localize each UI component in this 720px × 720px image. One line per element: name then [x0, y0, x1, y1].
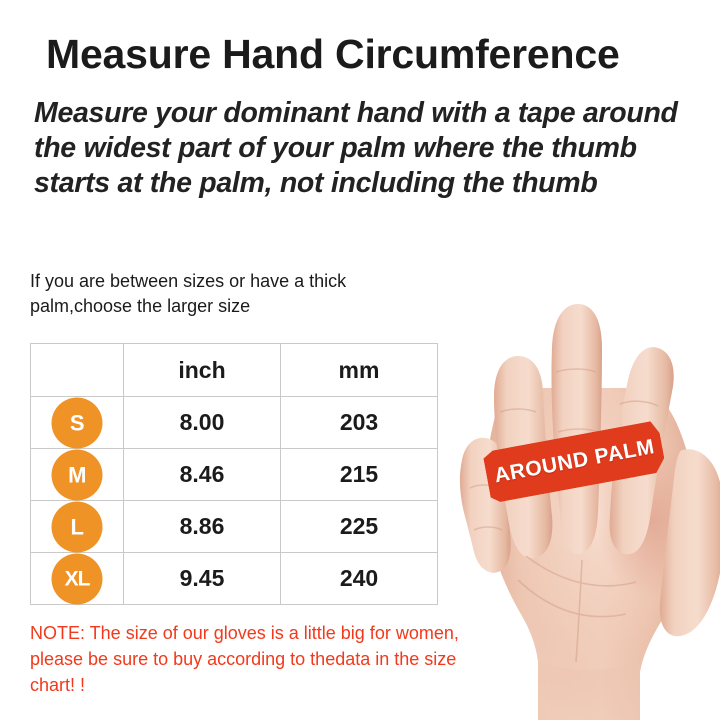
cell-mm: 203 — [280, 396, 438, 449]
page-subtitle: Measure your dominant hand with a tape a… — [34, 97, 678, 199]
size-badge-cell: S — [30, 396, 124, 449]
size-badge-cell: XL — [30, 552, 124, 605]
table-row: S 8.00 203 — [30, 396, 438, 449]
table-row: XL 9.45 240 — [30, 552, 438, 605]
size-badge-cell: M — [30, 448, 124, 501]
size-badge-xl: XL — [51, 553, 103, 604]
table-header-size — [30, 343, 124, 397]
cell-mm: 240 — [280, 552, 438, 605]
cell-mm: 225 — [280, 500, 438, 553]
size-badge-cell: L — [30, 500, 124, 553]
table-header-mm: mm — [280, 343, 438, 397]
size-badge-s: S — [51, 397, 103, 448]
table-header-inch: inch — [123, 343, 281, 397]
table-row: M 8.46 215 — [30, 448, 438, 501]
size-badge-m: M — [51, 449, 103, 500]
table-row: L 8.86 225 — [30, 500, 438, 553]
cell-inch: 9.45 — [123, 552, 281, 605]
cell-inch: 8.46 — [123, 448, 281, 501]
cell-inch: 8.00 — [123, 396, 281, 449]
size-chart-table: inch mm S 8.00 203 M 8.46 215 L — [30, 343, 438, 605]
table-header-row: inch mm — [30, 343, 438, 397]
size-badge-l: L — [51, 501, 103, 552]
page-title: Measure Hand Circumference — [46, 31, 620, 77]
sizing-hint: If you are between sizes or have a thick… — [30, 271, 347, 316]
finger-thumb — [659, 449, 720, 637]
wrist-shading — [538, 662, 640, 720]
size-note: NOTE: The size of our gloves is a little… — [30, 623, 459, 695]
cell-inch: 8.86 — [123, 500, 281, 553]
cell-mm: 215 — [280, 448, 438, 501]
